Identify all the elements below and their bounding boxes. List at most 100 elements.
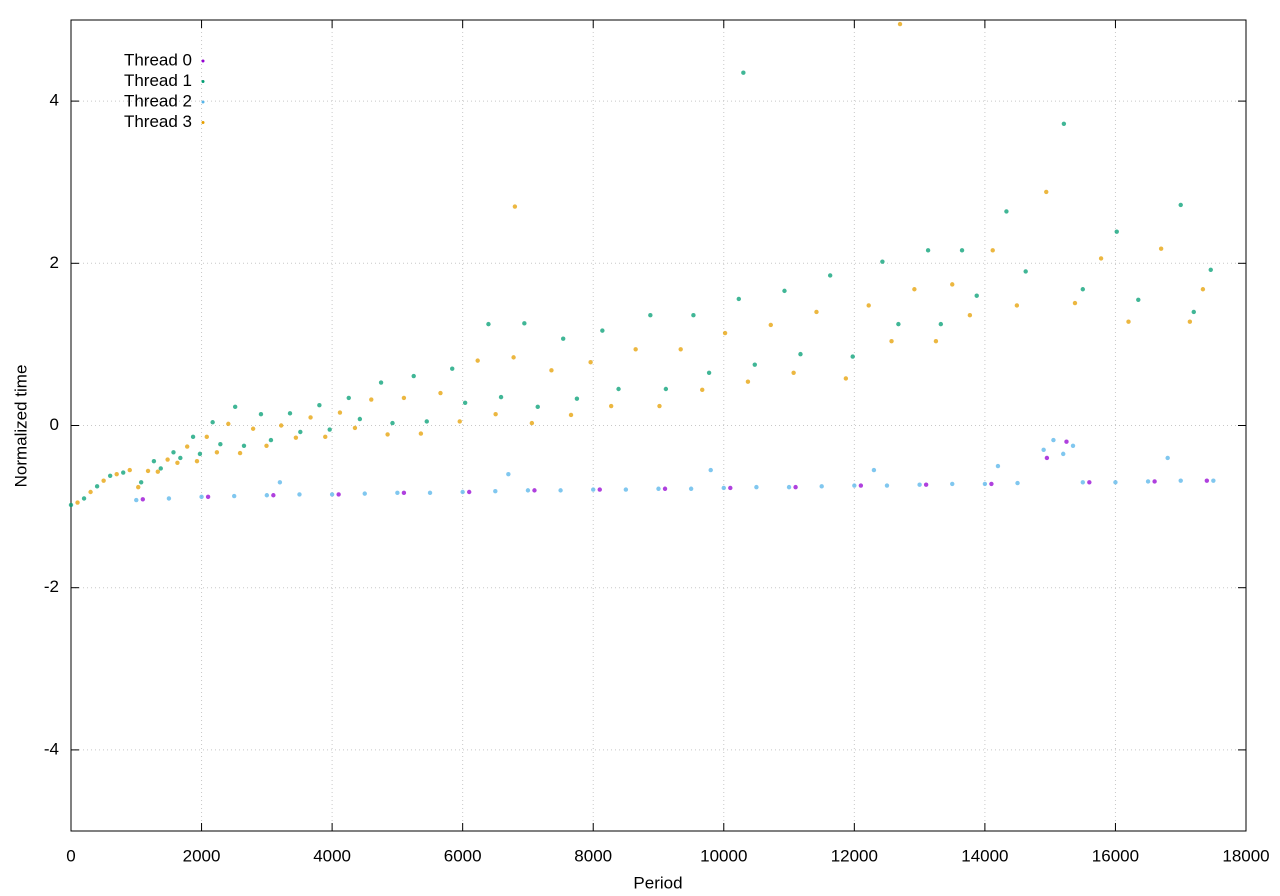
point	[293, 435, 299, 440]
point	[327, 427, 332, 432]
point	[1145, 479, 1151, 484]
point	[329, 492, 335, 497]
point	[663, 386, 669, 392]
point	[158, 466, 163, 471]
point	[896, 321, 901, 327]
point	[298, 429, 303, 435]
point	[466, 489, 472, 495]
point	[357, 416, 363, 422]
point	[352, 425, 358, 431]
point	[588, 360, 593, 365]
point	[1041, 447, 1046, 453]
point	[1200, 287, 1206, 292]
point	[923, 482, 929, 487]
point	[140, 497, 146, 502]
point	[1087, 480, 1092, 485]
point	[967, 313, 973, 318]
point	[1015, 480, 1020, 486]
point	[688, 486, 694, 491]
point	[166, 496, 172, 501]
point	[1098, 256, 1104, 261]
point	[982, 481, 988, 487]
point	[190, 434, 196, 440]
point	[264, 443, 269, 448]
point	[819, 484, 824, 489]
point	[656, 486, 661, 491]
point	[145, 468, 151, 474]
point	[204, 434, 209, 440]
point	[574, 396, 580, 401]
point	[950, 481, 955, 487]
point	[560, 336, 566, 341]
point	[736, 296, 741, 302]
point	[94, 484, 100, 489]
point	[1023, 269, 1028, 274]
point	[912, 287, 917, 292]
point	[782, 288, 787, 294]
point	[268, 437, 274, 443]
point	[633, 347, 638, 352]
point	[277, 480, 283, 485]
point	[623, 487, 629, 492]
point	[151, 458, 157, 464]
point	[214, 450, 220, 455]
point	[522, 321, 527, 326]
point	[786, 484, 792, 490]
point	[511, 355, 516, 360]
point	[990, 248, 995, 253]
point	[308, 415, 313, 420]
point	[1070, 443, 1076, 448]
point	[1191, 309, 1196, 315]
x-tick-label: 8000	[574, 846, 612, 865]
point	[237, 450, 243, 456]
point	[81, 496, 87, 501]
point	[1044, 189, 1049, 195]
y-tick-label: 0	[50, 415, 59, 434]
point	[178, 455, 183, 461]
legend-label: Thread 2	[124, 91, 192, 110]
point	[1061, 451, 1066, 457]
point	[194, 458, 200, 464]
point	[525, 488, 531, 493]
point	[568, 412, 574, 418]
y-tick-label: 2	[50, 253, 59, 272]
point	[741, 70, 746, 75]
point	[535, 404, 540, 410]
point	[708, 467, 713, 473]
point	[722, 330, 728, 336]
point	[1014, 303, 1020, 308]
point	[121, 470, 126, 475]
x-tick-label: 18000	[1222, 846, 1269, 865]
point	[336, 492, 341, 497]
point	[88, 489, 93, 495]
point	[317, 403, 322, 408]
point	[529, 420, 535, 426]
point	[1044, 455, 1050, 461]
point	[337, 410, 343, 415]
point	[427, 490, 433, 496]
point	[866, 303, 871, 308]
point	[1204, 478, 1210, 483]
point	[700, 387, 705, 393]
point	[989, 481, 994, 487]
point	[171, 450, 176, 455]
point	[1178, 478, 1183, 483]
point	[231, 493, 237, 499]
point	[558, 488, 563, 493]
point	[691, 313, 696, 318]
y-axis-label: Normalized time	[11, 365, 30, 488]
point	[917, 482, 922, 487]
point	[512, 204, 518, 209]
legend-label: Thread 3	[124, 112, 192, 131]
point	[155, 469, 161, 474]
point	[457, 419, 462, 424]
point	[1178, 202, 1183, 208]
point	[226, 421, 231, 427]
x-tick-label: 10000	[700, 846, 747, 865]
point	[754, 484, 759, 490]
x-tick-label: 0	[66, 846, 75, 865]
point	[1080, 480, 1086, 485]
x-axis-label: Period	[633, 873, 682, 892]
point	[101, 478, 106, 483]
point	[323, 434, 328, 440]
